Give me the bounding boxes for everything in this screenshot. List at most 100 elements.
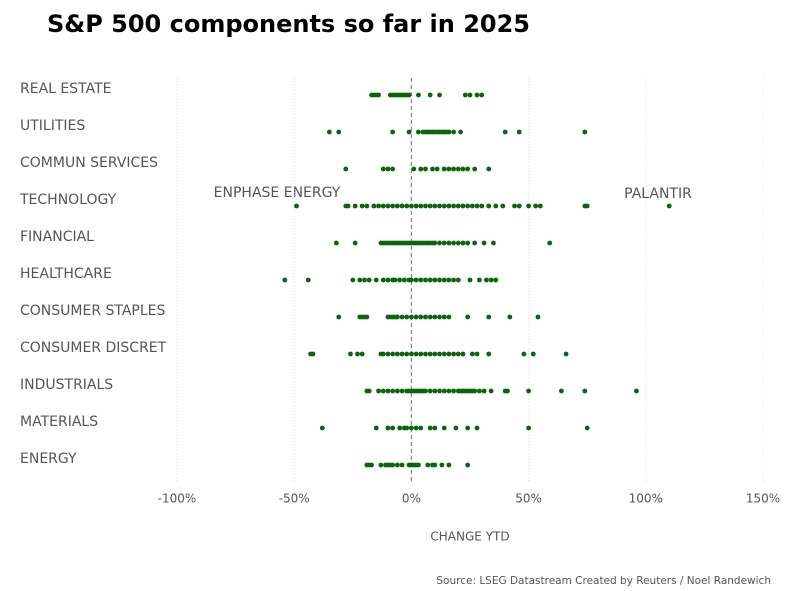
dot <box>380 166 386 172</box>
dot <box>437 351 442 357</box>
dot <box>430 166 435 172</box>
dot <box>416 129 421 135</box>
category-label: INDUSTRIALS <box>20 377 113 393</box>
dot <box>535 314 541 320</box>
dot <box>385 203 391 209</box>
dot <box>582 129 588 135</box>
chart-title: S&P 500 components so far in 2025 <box>47 10 530 38</box>
dot <box>530 351 536 357</box>
dot <box>479 203 485 209</box>
category-label: HEALTHCARE <box>20 266 112 282</box>
dot <box>380 203 386 209</box>
dot <box>423 351 428 357</box>
dot <box>666 203 672 209</box>
dot <box>432 203 438 209</box>
dot <box>584 203 590 209</box>
dot <box>364 203 370 209</box>
dot <box>425 462 431 468</box>
dot <box>390 203 396 209</box>
dot <box>432 314 438 320</box>
dot <box>399 203 405 209</box>
dot <box>399 388 405 394</box>
dot <box>507 314 513 320</box>
dot <box>451 240 456 246</box>
dot <box>465 462 471 468</box>
dot <box>380 351 386 357</box>
dot <box>446 203 452 209</box>
category-label: ENERGY <box>20 451 77 467</box>
dot <box>423 277 428 283</box>
x-axis-title: CHANGE YTD <box>430 530 509 544</box>
dot <box>465 240 471 246</box>
dot <box>488 388 494 394</box>
dot <box>441 166 447 172</box>
dot <box>406 129 412 135</box>
dot <box>437 277 442 283</box>
dot <box>359 351 365 357</box>
dot <box>465 166 471 172</box>
dot <box>399 314 405 320</box>
x-tick-label: 150% <box>746 492 780 506</box>
dot <box>476 388 482 394</box>
dot <box>516 129 522 135</box>
dot <box>512 203 517 209</box>
dot <box>427 92 433 98</box>
dot <box>378 462 384 468</box>
dot <box>371 203 377 209</box>
dot <box>460 166 466 172</box>
dot <box>376 92 381 98</box>
dot <box>441 425 447 431</box>
dot <box>451 129 456 135</box>
dot <box>401 277 407 283</box>
dot <box>437 388 442 394</box>
dot <box>476 277 482 283</box>
dot <box>474 351 480 357</box>
dot <box>423 388 428 394</box>
dot <box>441 240 447 246</box>
category-label: TECHNOLOGY <box>19 192 117 208</box>
dot <box>394 462 400 468</box>
dot <box>502 129 508 135</box>
dot <box>521 351 527 357</box>
dot <box>392 277 398 283</box>
dot <box>537 203 543 209</box>
dot <box>394 388 400 394</box>
dot <box>418 425 424 431</box>
dot <box>423 166 428 172</box>
dot <box>397 277 403 283</box>
dot <box>432 462 438 468</box>
dot <box>467 92 473 98</box>
category-label: MATERIALS <box>20 414 98 430</box>
dot <box>481 240 487 246</box>
dot <box>460 203 466 209</box>
dot <box>418 203 424 209</box>
dot <box>348 351 353 357</box>
dot <box>427 351 433 357</box>
dot <box>413 203 419 209</box>
dot <box>465 314 471 320</box>
dot <box>336 129 342 135</box>
dot <box>582 388 588 394</box>
dot <box>390 166 396 172</box>
dot <box>469 203 475 209</box>
dot <box>373 425 379 431</box>
dot <box>455 277 461 283</box>
category-label: FINANCIAL <box>20 229 94 245</box>
dot <box>385 166 391 172</box>
dot <box>413 425 419 431</box>
dot <box>455 351 461 357</box>
dot <box>533 203 539 209</box>
dot <box>376 203 381 209</box>
dot <box>418 314 424 320</box>
dot <box>385 351 391 357</box>
dot <box>526 203 531 209</box>
x-tick-label: 50% <box>515 492 542 506</box>
dot <box>418 351 424 357</box>
dot <box>458 129 464 135</box>
dot <box>399 351 405 357</box>
dot <box>427 314 433 320</box>
category-label: REAL ESTATE <box>20 81 112 97</box>
dot <box>634 388 639 394</box>
dot <box>385 425 391 431</box>
